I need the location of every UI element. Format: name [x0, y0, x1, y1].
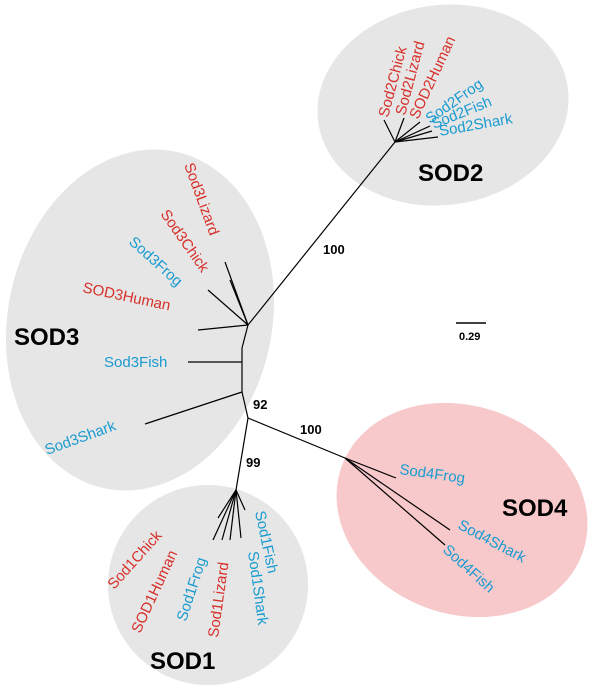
- sod4-group-ellipse: [336, 402, 588, 618]
- branch-sod2chick: [383, 119, 396, 143]
- scale-bar-label: 0.29: [459, 331, 480, 343]
- tree-branches: [144, 117, 451, 546]
- branch-sod2human: [394, 121, 421, 143]
- branch-sod1shark: [235, 489, 242, 539]
- branch-sod3shark: [144, 391, 243, 425]
- sod1-group-ellipse: [108, 485, 308, 685]
- sod3-group-ellipse: [6, 149, 274, 491]
- scale-bar: 0.29: [456, 322, 486, 343]
- branch-sod3chick: [229, 279, 249, 326]
- branch-sod1frog: [221, 489, 237, 541]
- branch-sod3human: [197, 324, 249, 331]
- group-label-sod2: SOD2: [418, 160, 483, 187]
- group-label-sod3: SOD3: [14, 324, 79, 351]
- branch-to-sod1: [235, 417, 249, 491]
- group-label-sod4: SOD4: [502, 495, 568, 522]
- branch-lower-node: [241, 391, 249, 419]
- branch-sod2shark: [394, 136, 439, 143]
- branch-sod1fish: [235, 489, 246, 511]
- branch-sod2lizard: [394, 117, 405, 143]
- support-value-node92: 92: [253, 397, 267, 412]
- branch-root-mid: [241, 324, 249, 349]
- branch-root-sod2: [247, 141, 396, 326]
- branch-to-sod4: [247, 417, 346, 459]
- branch-sod4shark: [344, 457, 451, 531]
- branch-sod2frog: [394, 125, 431, 143]
- branch-sod4frog: [344, 457, 397, 479]
- leaf-sod3fish: Sod3Fish: [104, 354, 167, 371]
- branch-sod1lizard: [229, 489, 237, 541]
- branch-sod1chick: [217, 489, 237, 519]
- sod2-group-ellipse: [317, 4, 569, 206]
- support-value-sod2: 100: [323, 242, 345, 257]
- support-value-sod1: 99: [246, 455, 260, 470]
- branch-sod1human: [212, 489, 237, 541]
- branch-sod4fish: [344, 457, 446, 546]
- group-label-sod1: SOD1: [150, 648, 215, 675]
- branch-sod3frog: [207, 289, 249, 326]
- branch-sod2fish: [394, 130, 433, 143]
- support-value-sod4: 100: [300, 422, 322, 437]
